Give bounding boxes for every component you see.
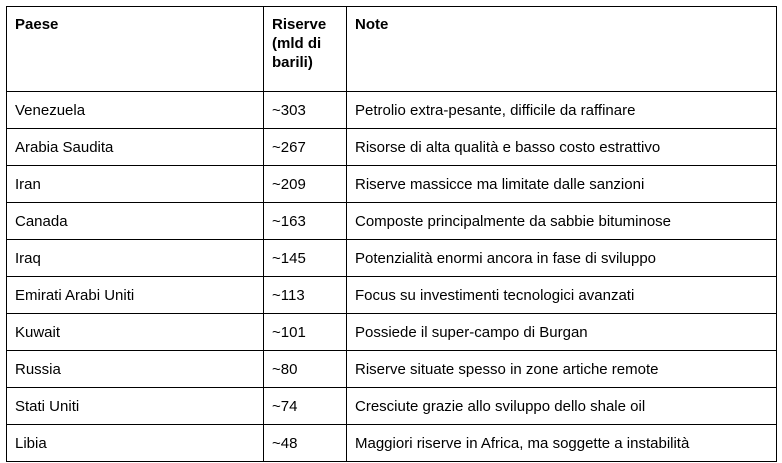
table-cell: Risorse di alta qualità e basso costo es… [346,128,777,166]
table-cell: ~267 [263,128,347,166]
table-cell: ~145 [263,239,347,277]
table-cell: ~48 [263,424,347,462]
table-row: Russia ~80 Riserve situate spesso in zone … [6,350,777,388]
table-cell: Emirati Arabi Uniti [6,276,264,314]
table-cell: Potenzialità enormi ancora in fase di sv… [346,239,777,277]
table-cell: ~113 [263,276,347,314]
table-body: Venezuela ~303 Petrolio extra-pesante, dif… [6,91,777,462]
table-row: Stati Uniti ~74 Cresciute grazie allo svil… [6,387,777,425]
table-cell: Russia [6,350,264,388]
table-cell: Possiede il super-campo di Burgan [346,313,777,351]
table-cell: ~209 [263,165,347,203]
table-cell: Riserve massicce ma limitate dalle sanzi… [346,165,777,203]
table-cell: Iraq [6,239,264,277]
table-row: Libia ~48 Maggiori riserve in Africa, ma s… [6,424,777,462]
header-row: Paese Riserve (mld di barili) Note [6,6,777,92]
table-row: Emirati Arabi Uniti ~113 Focus su investim… [6,276,777,314]
table-cell: Stati Uniti [6,387,264,425]
table-row: Arabia Saudita ~267 Risorse di alta qualit… [6,128,777,166]
table-cell: Composte principalmente da sabbie bitumi… [346,202,777,240]
table-cell: ~80 [263,350,347,388]
table-cell: Canada [6,202,264,240]
table-cell: Cresciute grazie allo sviluppo dello sha… [346,387,777,425]
table-cell: Iran [6,165,264,203]
header-cell: Paese [6,6,264,92]
table-row: Kuwait ~101 Possiede il super-campo di Bur… [6,313,777,351]
header-cell: Note [346,6,777,92]
table-cell: ~74 [263,387,347,425]
table-row: Iraq ~145 Potenzialità enormi ancora in fa… [6,239,777,277]
table-cell: Venezuela [6,91,264,129]
reserves-table: Paese Riserve (mld di barili) Note Venezue… [6,6,777,462]
table-cell: ~163 [263,202,347,240]
table-cell: Libia [6,424,264,462]
table-cell: ~101 [263,313,347,351]
table-row: Venezuela ~303 Petrolio extra-pesante, dif… [6,91,777,129]
table-cell: ~303 [263,91,347,129]
table-header: Paese Riserve (mld di barili) Note [6,6,777,92]
table-cell: Riserve situate spesso in zone artiche r… [346,350,777,388]
table-row: Iran ~209 Riserve massicce ma limitate dal… [6,165,777,203]
header-cell: Riserve (mld di barili) [263,6,347,92]
table-cell: Arabia Saudita [6,128,264,166]
table-cell: Focus su investimenti tecnologici avanza… [346,276,777,314]
table-row: Canada ~163 Composte principalmente da sab… [6,202,777,240]
table-cell: Kuwait [6,313,264,351]
table-cell: Petrolio extra-pesante, difficile da raf… [346,91,777,129]
table-cell: Maggiori riserve in Africa, ma soggette … [346,424,777,462]
